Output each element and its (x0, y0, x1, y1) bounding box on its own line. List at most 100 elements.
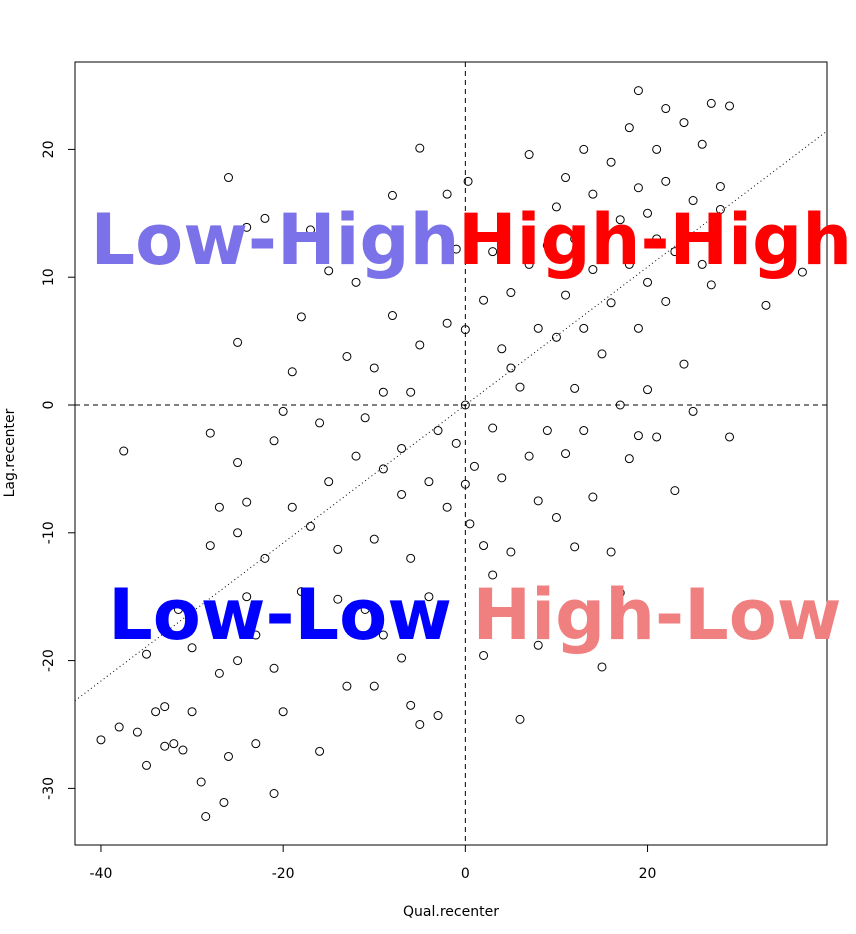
point (242, 497, 252, 507)
point (515, 592, 525, 602)
point (652, 234, 662, 244)
point (597, 662, 607, 672)
point (333, 594, 343, 604)
point (406, 387, 416, 397)
point (725, 432, 735, 442)
point (251, 739, 261, 749)
x-tick-label: 20 (639, 866, 657, 882)
point (579, 426, 589, 436)
point (715, 204, 725, 214)
plot-frame (74, 61, 828, 846)
x-tick-label: -20 (272, 866, 295, 882)
point (579, 144, 589, 154)
point (633, 86, 643, 96)
point (488, 423, 498, 433)
point (287, 502, 297, 512)
point (415, 719, 425, 729)
point (406, 700, 416, 710)
quadrant-label: Low-High (91, 199, 460, 281)
point (606, 547, 616, 557)
quadrant-label: High-High (458, 199, 852, 281)
point (351, 277, 361, 287)
point (551, 332, 561, 342)
point (369, 681, 379, 691)
point (315, 746, 325, 756)
point (697, 259, 707, 269)
point (178, 745, 188, 755)
point (524, 451, 534, 461)
y-tick-label: 10 (41, 268, 57, 286)
point (378, 387, 388, 397)
point (533, 496, 543, 506)
point (242, 222, 252, 232)
point (633, 431, 643, 441)
point (442, 502, 452, 512)
point (624, 259, 634, 269)
point (606, 298, 616, 308)
point (506, 363, 516, 373)
point (706, 98, 716, 108)
point (114, 722, 124, 732)
point (269, 436, 279, 446)
point (606, 157, 616, 167)
x-tick-label: -40 (90, 866, 113, 882)
point (697, 139, 707, 149)
point (460, 479, 470, 489)
point (315, 418, 325, 428)
point (488, 247, 498, 257)
point (397, 443, 407, 453)
point (119, 446, 129, 456)
point (460, 400, 470, 410)
point (160, 741, 170, 751)
point (233, 337, 243, 347)
point (378, 630, 388, 640)
point (652, 144, 662, 154)
point (679, 359, 689, 369)
point (251, 630, 261, 640)
point (187, 707, 197, 717)
point (397, 489, 407, 499)
point (533, 323, 543, 333)
point (561, 173, 571, 183)
point (797, 267, 807, 277)
point (387, 190, 397, 200)
point (151, 707, 161, 717)
point (324, 266, 334, 276)
point (196, 777, 206, 787)
point (214, 668, 224, 678)
point (360, 413, 370, 423)
point (615, 400, 625, 410)
point (305, 225, 315, 235)
point (715, 181, 725, 191)
point (542, 240, 552, 250)
point (223, 751, 233, 761)
point (360, 604, 370, 614)
point (661, 176, 671, 186)
point (333, 544, 343, 554)
point (488, 570, 498, 580)
point (442, 318, 452, 328)
point (588, 189, 598, 199)
point (661, 296, 671, 306)
point (761, 300, 771, 310)
point (187, 643, 197, 653)
point (465, 519, 475, 529)
point (679, 118, 689, 128)
y-tick-label: -10 (41, 521, 57, 544)
point (387, 311, 397, 321)
point (670, 486, 680, 496)
point (588, 265, 598, 275)
point (406, 553, 416, 563)
point (278, 406, 288, 416)
point (305, 521, 315, 531)
point (463, 176, 473, 186)
point (688, 196, 698, 206)
y-tick-label: -20 (41, 649, 57, 672)
point (688, 406, 698, 416)
point (469, 461, 479, 471)
point (96, 735, 106, 745)
x-axis-label: Qual.recenter (403, 904, 499, 920)
point (533, 640, 543, 650)
point (442, 189, 452, 199)
